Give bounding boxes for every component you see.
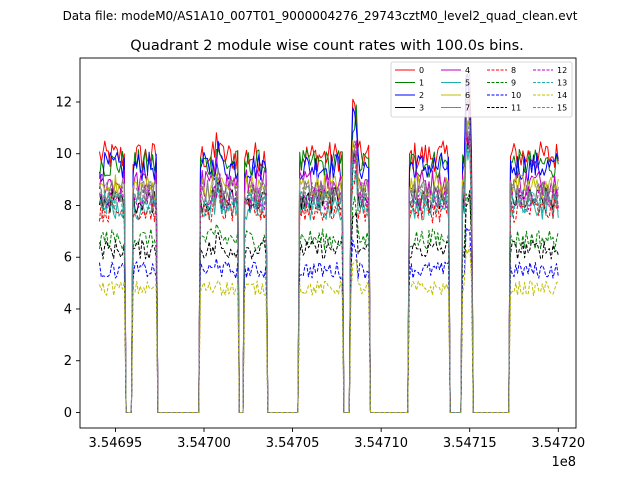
series-layer <box>99 71 559 413</box>
y-tick-label-5: 10 <box>55 147 72 162</box>
legend-label-11: 11 <box>511 104 521 113</box>
series-line-15 <box>99 113 559 413</box>
series-line-13 <box>99 144 559 413</box>
series-line-9 <box>99 193 559 413</box>
y-tick-label-0: 0 <box>64 406 72 421</box>
y-tick-label-1: 2 <box>64 354 72 369</box>
legend-label-6: 6 <box>465 91 470 100</box>
legend-label-8: 8 <box>511 66 516 75</box>
series-line-1 <box>99 83 559 413</box>
legend-label-1: 1 <box>419 79 424 88</box>
series-line-7 <box>99 114 559 413</box>
legend-label-2: 2 <box>419 91 424 100</box>
chart-title: Quadrant 2 module wise count rates with … <box>130 38 524 54</box>
legend-frame <box>390 61 573 118</box>
series-line-10 <box>99 227 559 413</box>
legend-label-0: 0 <box>419 66 424 75</box>
x-tick-label-2: 3.54705 <box>266 436 320 451</box>
y-tick-label-4: 8 <box>64 199 72 214</box>
y-tick-label-6: 12 <box>55 95 72 110</box>
x-tick-label-0: 3.54695 <box>89 436 143 451</box>
legend-label-9: 9 <box>511 79 516 88</box>
legend-label-15: 15 <box>557 104 567 113</box>
legend-label-10: 10 <box>511 91 521 100</box>
x-tick-label-1: 3.54700 <box>177 436 231 451</box>
legend-label-4: 4 <box>465 66 470 75</box>
ticks-layer: 3.54695 3.54700 3.54705 3.54710 3.54715 3.547… <box>55 95 585 451</box>
x-tick-label-4: 3.54715 <box>443 436 497 451</box>
legend-label-7: 7 <box>465 104 470 113</box>
series-line-14 <box>99 245 559 413</box>
legend-label-5: 5 <box>465 79 470 88</box>
plot-frame <box>79 57 577 429</box>
legend-label-3: 3 <box>419 104 424 113</box>
x-tick-label-3: 3.54710 <box>354 436 408 451</box>
legend-label-14: 14 <box>557 91 567 100</box>
x-tick-label-5: 3.54720 <box>531 436 585 451</box>
legend-label-12: 12 <box>557 66 567 75</box>
series-line-11 <box>99 190 559 413</box>
y-tick-label-3: 6 <box>64 251 72 266</box>
suptitle: Data file: modeM0/AS1A10_007T01_90000042… <box>63 9 578 23</box>
legend-label-13: 13 <box>557 79 567 88</box>
x-offset-label: 1e8 <box>551 455 576 470</box>
series-line-0 <box>99 71 559 413</box>
y-tick-label-2: 4 <box>64 302 72 317</box>
